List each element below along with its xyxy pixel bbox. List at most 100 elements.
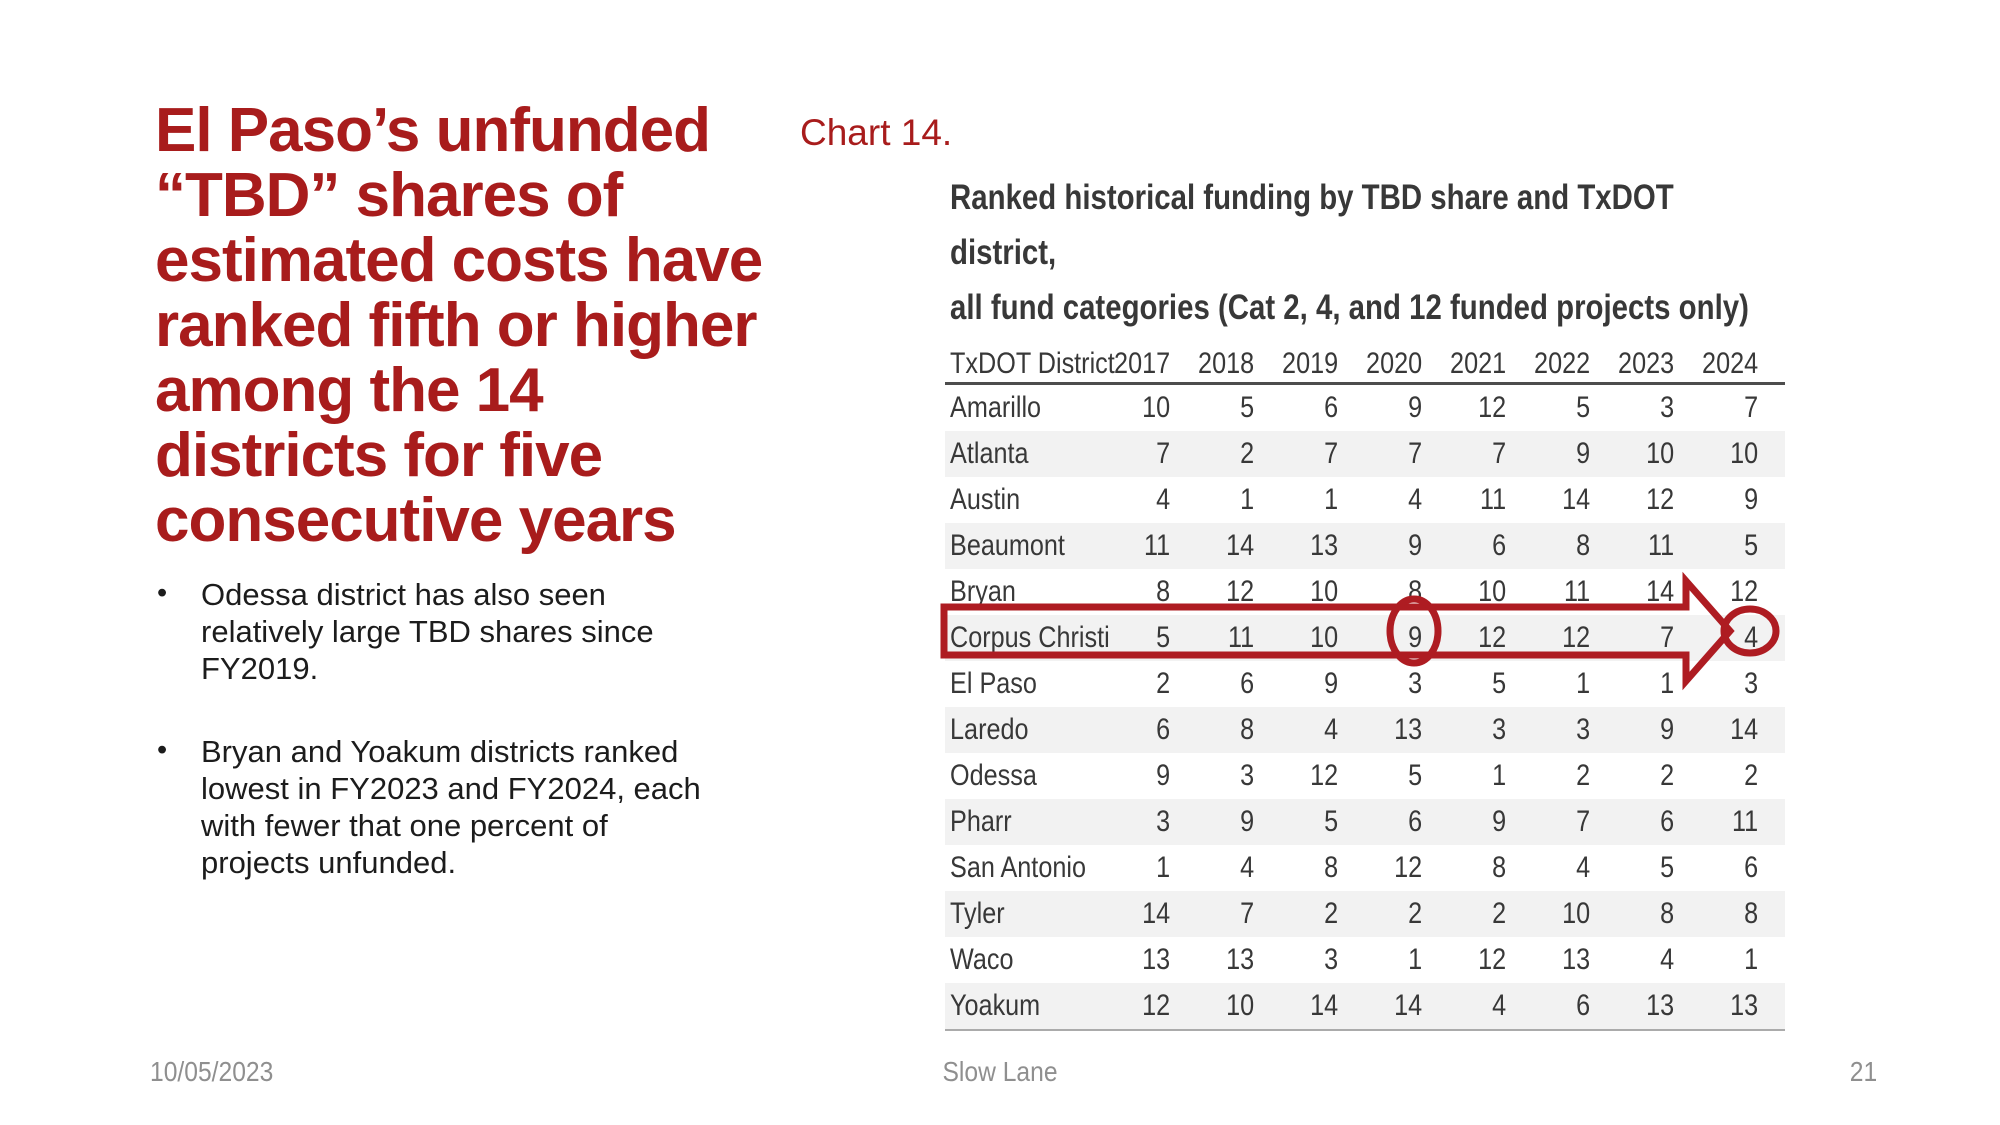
rank-cell: 6 — [1324, 391, 1339, 424]
year-column-header: 2017 — [1114, 347, 1171, 380]
rank-cell: 13 — [1310, 529, 1339, 562]
rank-cell: 2 — [1156, 667, 1171, 700]
footer-page-number-wrap: 21 — [1846, 1056, 1877, 1088]
rank-cell: 3 — [1156, 805, 1171, 838]
table-row: Pharr 3 9 5 6 9 7 6 11 — [945, 799, 1785, 845]
rank-cell: 11 — [1227, 621, 1255, 654]
rank-cell: 14 — [1646, 575, 1675, 608]
district-cell: El Paso — [950, 667, 1037, 700]
rank-cell: 7 — [1408, 437, 1423, 470]
rank-cell: 6 — [1156, 713, 1171, 746]
rank-cell: 12 — [1142, 989, 1171, 1022]
rank-cell: 6 — [1492, 529, 1507, 562]
rank-cell: 1 — [1492, 759, 1507, 792]
footer-title-wrap: Slow Lane — [942, 1056, 1131, 1088]
rank-cell: 4 — [1240, 851, 1255, 884]
rank-cell: 14 — [1310, 989, 1339, 1022]
rank-cell: 8 — [1324, 851, 1339, 884]
rank-cell: 1 — [1744, 943, 1759, 976]
ranking-table: Ranked historical funding by TBD share a… — [945, 170, 1785, 1031]
table-header-row: TxDOT District 2017 2018 2019 2020 2021 2022 20… — [945, 343, 1785, 385]
district-cell: Pharr — [950, 805, 1012, 838]
district-cell: Waco — [950, 943, 1014, 976]
rank-cell: 13 — [1646, 989, 1675, 1022]
rank-cell: 4 — [1576, 851, 1591, 884]
rank-cell: 2 — [1240, 437, 1255, 470]
rank-cell: 6 — [1408, 805, 1423, 838]
rank-cell: 10 — [1310, 621, 1339, 654]
chart-number-label: Chart 14. — [800, 112, 953, 153]
district-cell: Beaumont — [950, 529, 1065, 562]
rank-cell: 13 — [1226, 943, 1255, 976]
rank-cell: 6 — [1240, 667, 1255, 700]
rank-cell: 7 — [1324, 437, 1339, 470]
rank-cell: 5 — [1324, 805, 1339, 838]
district-cell: Austin — [950, 483, 1021, 516]
rank-cell: 2 — [1576, 759, 1591, 792]
rank-cell: 2 — [1324, 897, 1339, 930]
rank-cell: 10 — [1478, 575, 1507, 608]
rank-cell: 12 — [1478, 621, 1507, 654]
rank-cell: 8 — [1156, 575, 1171, 608]
table-row: Corpus Christi 5 11 10 9 12 12 7 4 — [945, 615, 1785, 661]
rank-cell: 5 — [1576, 391, 1591, 424]
rank-cell: 4 — [1156, 483, 1171, 516]
rank-cell: 1 — [1240, 483, 1255, 516]
rank-cell: 10 — [1562, 897, 1591, 930]
rank-cell: 9 — [1660, 713, 1675, 746]
footer-date: 10/05/2023 — [150, 1056, 274, 1087]
rank-cell: 11 — [1479, 483, 1507, 516]
rank-cell: 11 — [1143, 529, 1171, 562]
rank-cell: 14 — [1226, 529, 1255, 562]
district-cell: Bryan — [950, 575, 1016, 608]
rank-cell: 14 — [1730, 713, 1759, 746]
rank-cell: 11 — [1563, 575, 1591, 608]
year-column-header: 2021 — [1450, 347, 1507, 380]
year-column-header: 2024 — [1702, 347, 1759, 380]
rank-cell: 13 — [1562, 943, 1591, 976]
rank-cell: 9 — [1408, 529, 1423, 562]
bullet-list: Odessa district has also seen relatively… — [155, 575, 775, 927]
rank-cell: 12 — [1562, 621, 1591, 654]
table-row: Beaumont 11 14 13 9 6 8 11 5 — [945, 523, 1785, 569]
rank-cell: 5 — [1156, 621, 1171, 654]
rank-cell: 3 — [1660, 391, 1675, 424]
rank-cell: 8 — [1408, 575, 1423, 608]
rank-cell: 9 — [1576, 437, 1591, 470]
rank-cell: 14 — [1142, 897, 1171, 930]
rank-cell: 7 — [1660, 621, 1675, 654]
rank-cell: 8 — [1492, 851, 1507, 884]
rank-cell: 3 — [1240, 759, 1255, 792]
rank-cell: 4 — [1492, 989, 1507, 1022]
table-row: Laredo 6 8 4 13 3 3 9 14 — [945, 707, 1785, 753]
rank-cell: 10 — [1226, 989, 1255, 1022]
rank-cell: 3 — [1576, 713, 1591, 746]
rank-cell: 3 — [1492, 713, 1507, 746]
table-row: Atlanta 7 2 7 7 7 9 10 10 — [945, 431, 1785, 477]
rank-cell: 9 — [1744, 483, 1759, 516]
table-row: Tyler 14 7 2 2 2 10 8 8 — [945, 891, 1785, 937]
rank-cell: 8 — [1660, 897, 1675, 930]
rank-cell: 9 — [1156, 759, 1171, 792]
district-cell: San Antonio — [950, 851, 1086, 884]
year-column-header: 2022 — [1534, 347, 1591, 380]
rank-cell: 14 — [1394, 989, 1423, 1022]
district-cell: Tyler — [950, 897, 1005, 930]
rank-cell: 9 — [1240, 805, 1255, 838]
table-row: San Antonio 1 4 8 12 8 4 5 6 — [945, 845, 1785, 891]
table-row: Yoakum 12 10 14 14 4 6 13 13 — [945, 983, 1785, 1029]
year-column-header: 2018 — [1198, 347, 1255, 380]
rank-cell: 5 — [1660, 851, 1675, 884]
year-column-header: 2020 — [1366, 347, 1423, 380]
rank-cell: 9 — [1492, 805, 1507, 838]
district-cell: Amarillo — [950, 391, 1042, 424]
rank-cell: 1 — [1156, 851, 1171, 884]
rank-cell: 8 — [1744, 897, 1759, 930]
table-row: Bryan 8 12 10 8 10 11 14 12 — [945, 569, 1785, 615]
rank-cell: 3 — [1324, 943, 1339, 976]
table-row: El Paso 2 6 9 3 5 1 1 3 — [945, 661, 1785, 707]
rank-cell: 4 — [1744, 621, 1759, 654]
rank-cell: 12 — [1478, 943, 1507, 976]
rank-cell: 12 — [1394, 851, 1423, 884]
